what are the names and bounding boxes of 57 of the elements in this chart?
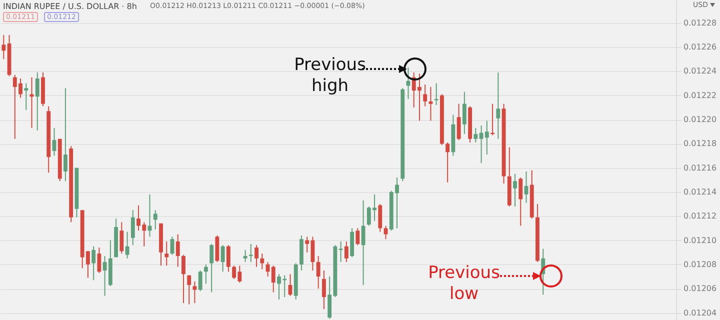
annotation: Previous low [427,263,501,305]
candlestick [2,34,6,60]
candlestick [226,244,230,272]
candlestick [30,76,34,128]
candlestick [271,265,276,293]
y-tick-label: 0.01212 [684,212,717,221]
candlestick [428,86,433,122]
candlestick [356,228,360,246]
y-tick-label: 0.01218 [684,139,717,148]
annotation: Previous high [293,55,367,97]
y-tick-label: 0.01206 [684,284,717,294]
candlestick [198,270,202,292]
y-tick-label: 0.01216 [684,163,717,172]
candlestick [24,82,28,110]
candlestick [513,173,517,207]
candlestick [316,256,320,290]
candlestick [64,88,68,182]
y-tick-label: 0.01204 [684,308,717,318]
y-tick-label: 0.01226 [684,42,717,52]
candlestick [384,225,388,240]
candlestick [97,247,102,274]
candlestick [204,264,208,284]
candlestick [176,234,180,268]
candlestick [344,241,348,263]
candlestick [361,200,366,286]
y-tick-label: 0.01210 [684,236,717,245]
candlestick [220,244,225,272]
candlestick [92,246,96,281]
candlestick [456,103,461,141]
candlestick [254,244,258,268]
y-tick-label: 0.01208 [684,260,717,269]
candlestick [243,249,248,263]
y-tick-label: 0.01214 [684,188,717,196]
candlestick [35,72,40,131]
candlestick [182,254,186,304]
candlestick [446,142,450,183]
candlestick [187,274,192,305]
y-tick-label: 0.01228 [684,18,717,28]
y-tick-label: 0.01224 [684,66,717,76]
candlestick [120,222,124,254]
y-tick-label: 0.01220 [684,115,717,124]
candlestick [192,280,197,304]
candlestick [153,210,158,230]
candlestick [518,177,523,226]
y-tick-label: 0.01222 [684,90,717,100]
candlestick [474,128,478,143]
candlestick [260,253,264,270]
candlestick [496,72,500,140]
candlestick [322,270,326,310]
candlestick [378,204,382,232]
candlestick [52,128,56,156]
candlestick [164,241,169,266]
candlestick [423,84,428,107]
chart-title: INDIAN RUPEE / U.S. DOLLAR · 8h [3,2,137,11]
candlestick [462,91,466,135]
candlestick [130,210,135,246]
candlestick [210,243,214,293]
